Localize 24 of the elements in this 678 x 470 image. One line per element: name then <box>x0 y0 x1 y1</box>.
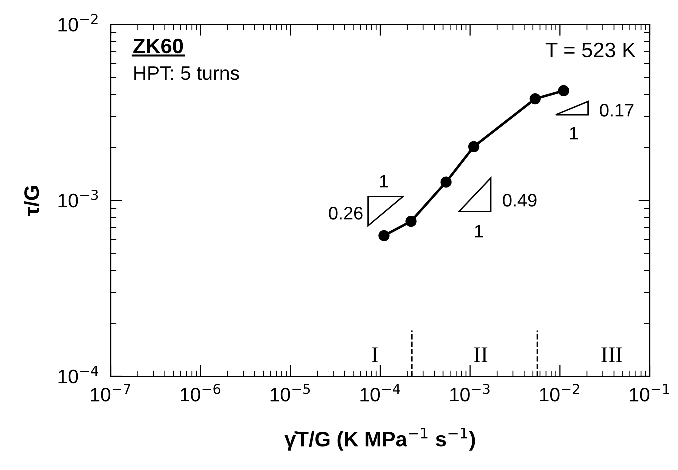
annotation: 0.49 <box>503 194 537 207</box>
annotation: 1 <box>475 225 484 238</box>
x-tick-label: 10$^{−7}$ <box>91 384 130 402</box>
x-axis-title: γ̇T/G (K MPa$^{−1}$ s$^{−1}$) <box>284 428 476 451</box>
x-tick-label: 10$^{−4}$ <box>360 384 400 402</box>
annotation: 0.26 <box>329 207 363 220</box>
x-tick-label: 10$^{−2}$ <box>540 384 580 402</box>
y-tick-label: 10$^{−4}$ <box>58 366 98 384</box>
x-tick-label: 10$^{−5}$ <box>270 384 310 402</box>
annotation: III <box>602 348 622 362</box>
y-axis-title: τ/G <box>24 186 40 216</box>
y-tick-label: 10$^{−3}$ <box>58 190 98 208</box>
annotation: ZK60 <box>134 38 184 54</box>
annotation: II <box>474 348 488 362</box>
annotation: HPT: 5 turns <box>134 66 240 80</box>
x-tick-label: 10$^{−3}$ <box>450 384 490 402</box>
annotation: 1 <box>570 127 578 140</box>
annotation: 1 <box>380 175 388 188</box>
x-tick-label: 10$^{−1}$ <box>630 384 670 402</box>
annotation: T = 523 K <box>546 42 636 58</box>
annotation: 0.17 <box>600 104 634 117</box>
y-tick-label: 10$^{−2}$ <box>58 14 98 32</box>
annotation: I <box>372 348 378 362</box>
x-tick-label: 10$^{−6}$ <box>181 384 221 402</box>
